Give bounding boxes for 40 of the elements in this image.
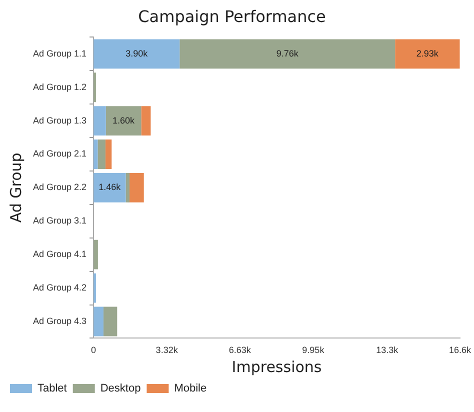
bar	[180, 39, 396, 69]
data-label: 2.93k	[416, 48, 439, 58]
bar	[106, 106, 142, 136]
y-tick-label: Ad Group 4.2	[32, 282, 87, 293]
y-tick-label: Ad Group 4.3	[32, 316, 87, 326]
y-tick-label: Ad Group 2.1	[32, 148, 87, 159]
data-label: 1.46k	[98, 182, 122, 192]
bar	[94, 306, 104, 336]
y-tick-label: Ad Group 1.2	[32, 82, 87, 92]
chart-title: Campaign Performance	[138, 6, 326, 26]
bar	[126, 172, 130, 202]
x-axis-title: Impressions	[232, 358, 322, 376]
legend-label: Mobile	[174, 382, 207, 395]
y-tick-label: Ad Group 3.1	[32, 216, 87, 226]
bar	[98, 140, 106, 169]
y-tick-label: Ad Group 1.3	[32, 115, 87, 126]
bar	[103, 306, 118, 336]
data-label: 1.60k	[112, 115, 136, 126]
bar	[94, 240, 98, 270]
legend-label: Desktop	[100, 382, 141, 395]
x-tick-label: 0	[91, 345, 96, 356]
bar	[94, 39, 180, 69]
y-axis-title: Ad Group	[6, 152, 25, 223]
bar	[130, 172, 144, 202]
y-tick-label: Ad Group 2.2	[32, 182, 87, 192]
bar	[94, 172, 126, 202]
bar	[395, 39, 460, 69]
x-tick-label: 9.95k	[302, 345, 325, 356]
data-label: 9.76k	[276, 48, 299, 58]
x-tick-label: 13.3k	[376, 345, 399, 356]
bar	[94, 106, 106, 136]
y-tick-label: Ad Group 4.1	[32, 249, 87, 260]
x-tick-label: 6.63k	[228, 345, 252, 356]
data-label: 3.90k	[126, 48, 148, 58]
bar	[141, 106, 151, 136]
x-tick-label: 16.6k	[448, 345, 472, 356]
legend-label: Tablet	[38, 382, 67, 395]
bar	[105, 140, 112, 169]
x-tick-label: 3.32k	[156, 345, 178, 356]
y-tick-label: Ad Group 1.1	[32, 48, 87, 58]
